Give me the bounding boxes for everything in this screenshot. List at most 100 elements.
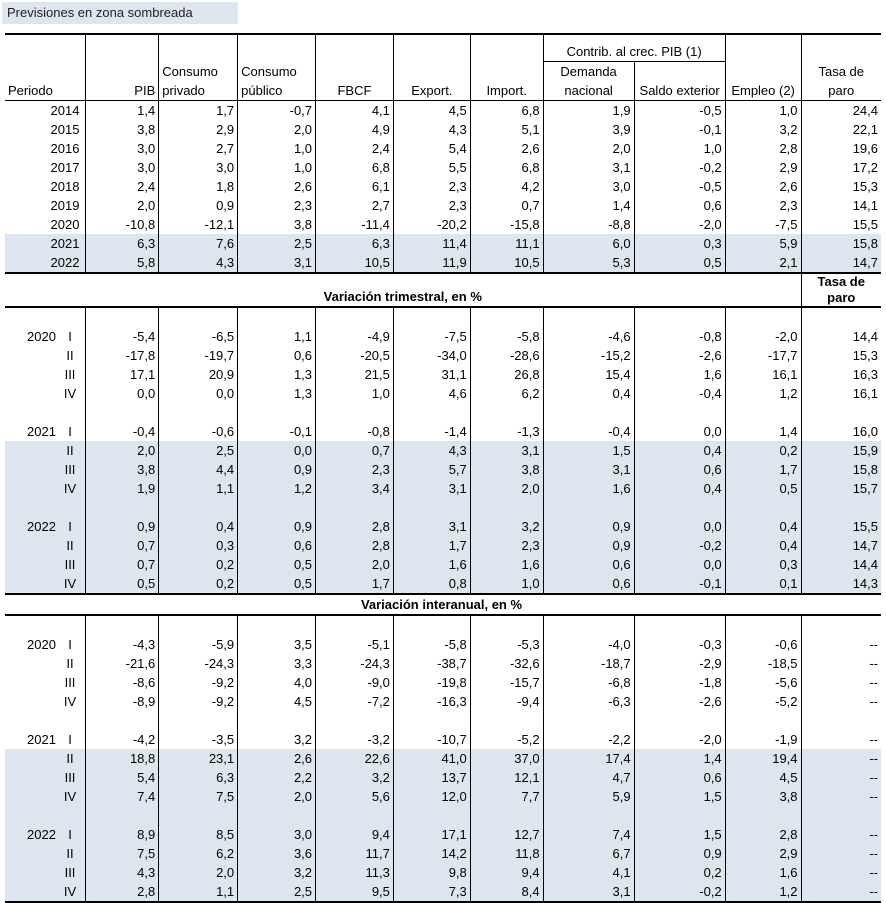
quarter-label: II bbox=[5, 749, 87, 768]
cell-annual-6: 0,7 bbox=[470, 196, 544, 215]
cell-quarterly-7: 0,9 bbox=[543, 517, 635, 536]
cell-interanual-9: 2,8 bbox=[725, 825, 802, 844]
spacer-cell bbox=[237, 307, 317, 327]
cell-quarterly-3: 0,9 bbox=[237, 517, 317, 536]
cell-interanual-9: 3,8 bbox=[725, 787, 802, 806]
quarter-numeral: IV bbox=[63, 481, 77, 496]
cell-quarterly-9: 1,7 bbox=[725, 460, 802, 479]
cell-quarterly-5: 3,1 bbox=[393, 517, 471, 536]
col-export: Export. bbox=[393, 33, 471, 101]
quarterly-row: II 0,7 0,3 0,6 2,8 1,7 2,3 0,9 -0,2 0,4 14,7 bbox=[5, 536, 881, 555]
quarterly-row: IV 0,0 0,0 1,3 1,0 4,6 6,2 0,4 -0,4 1,2 16,1 bbox=[5, 384, 881, 403]
cell-interanual-4: 5,6 bbox=[315, 787, 394, 806]
quarter-numeral: III bbox=[64, 367, 76, 382]
cell-quarterly-9: -2,0 bbox=[725, 327, 802, 346]
cell-quarterly-10: 15,7 bbox=[801, 479, 881, 498]
cell-interanual-5: -38,7 bbox=[393, 654, 471, 673]
interanual-row: IV 7,4 7,5 2,0 5,6 12,0 7,7 5,9 1,5 3,8 -- bbox=[5, 787, 881, 806]
cell-interanual-4: 9,5 bbox=[315, 882, 394, 903]
cell-quarterly-6: 1,6 bbox=[470, 555, 544, 574]
cell-quarterly-5: 0,8 bbox=[393, 574, 471, 595]
cell-interanual-1: 7,5 bbox=[85, 844, 160, 863]
cell-annual-2: -12,1 bbox=[158, 215, 239, 234]
cell-interanual-10: -- bbox=[801, 882, 881, 903]
spacer-cell bbox=[543, 615, 635, 635]
cell-interanual-3: 4,5 bbox=[237, 692, 317, 711]
spacer-cell bbox=[801, 711, 881, 730]
quarter-label: III bbox=[5, 555, 87, 574]
cell-annual-3: 3,8 bbox=[237, 215, 317, 234]
cell-quarterly-8: 0,0 bbox=[634, 422, 726, 441]
cell-quarterly-1: -0,4 bbox=[85, 422, 160, 441]
cell-annual-6: 6,8 bbox=[470, 100, 544, 120]
quarter-numeral: II bbox=[66, 751, 74, 766]
cell-interanual-4: -24,3 bbox=[315, 654, 394, 673]
col-import: Import. bbox=[470, 33, 544, 101]
cell-interanual-7: 4,1 bbox=[543, 863, 635, 882]
cell-interanual-9: -5,2 bbox=[725, 692, 802, 711]
cell-annual-8: -0,1 bbox=[634, 120, 726, 139]
cell-annual-7: 3,0 bbox=[543, 177, 635, 196]
spacer-cell bbox=[634, 615, 726, 635]
year-label: 2022 bbox=[27, 519, 56, 534]
cell-quarterly-6: 3,8 bbox=[470, 460, 544, 479]
cell-interanual-4: -5,1 bbox=[315, 635, 394, 654]
cell-quarterly-2: -19,7 bbox=[158, 346, 239, 365]
cell-annual-3: 2,0 bbox=[237, 120, 317, 139]
spacer-cell bbox=[543, 806, 635, 825]
cell-annual-2: 2,7 bbox=[158, 139, 239, 158]
col-fbcf: FBCF bbox=[315, 33, 394, 101]
spacer-cell bbox=[470, 615, 544, 635]
cell-interanual-3: 2,2 bbox=[237, 768, 317, 787]
cell-annual-9: 1,0 bbox=[725, 100, 802, 120]
cell-interanual-2: 6,2 bbox=[158, 844, 239, 863]
spacer-cell bbox=[315, 806, 394, 825]
cell-interanual-1: 4,3 bbox=[85, 863, 160, 882]
cell-interanual-8: -2,0 bbox=[634, 730, 726, 749]
cell-interanual-3: 2,5 bbox=[237, 882, 317, 903]
cell-quarterly-8: 1,6 bbox=[634, 365, 726, 384]
period-label: 2020 bbox=[5, 215, 87, 234]
cell-annual-5: 11,9 bbox=[393, 253, 471, 274]
cell-interanual-1: 5,4 bbox=[85, 768, 160, 787]
interanual-row: III -8,6 -9,2 4,0 -9,0 -19,8 -15,7 -6,8 -1,8 -5,6… bbox=[5, 673, 881, 692]
spacer-cell bbox=[543, 711, 635, 730]
quarter-numeral: IV bbox=[63, 576, 77, 591]
quarter-label: 2021 I bbox=[5, 422, 87, 441]
cell-annual-7: 2,0 bbox=[543, 139, 635, 158]
year-label: 2020 bbox=[27, 329, 56, 344]
cell-quarterly-1: 0,0 bbox=[85, 384, 160, 403]
spacer-cell bbox=[315, 307, 394, 327]
spacer-cell bbox=[5, 806, 87, 825]
cell-annual-10: 14,1 bbox=[852, 198, 878, 213]
cell-interanual-4: 9,4 bbox=[315, 825, 394, 844]
cell-interanual-3: 2,0 bbox=[237, 787, 317, 806]
spacer-cell bbox=[5, 615, 87, 635]
cell-annual-1: 3,0 bbox=[85, 158, 160, 177]
spacer-cell bbox=[725, 806, 802, 825]
quarter-numeral: II bbox=[66, 656, 74, 671]
cell-annual-8: -0,5 bbox=[634, 100, 726, 120]
cell-annual-10: 14,7 bbox=[801, 253, 881, 274]
cell-interanual-7: 3,1 bbox=[543, 882, 635, 903]
spacer-cell bbox=[725, 711, 802, 730]
cell-quarterly-9: 0,3 bbox=[725, 555, 802, 574]
cell-quarterly-7: 1,6 bbox=[543, 479, 635, 498]
cell-interanual-6: -5,3 bbox=[470, 635, 544, 654]
interanual-row: III 4,3 2,0 3,2 11,3 9,8 9,4 4,1 0,2 1,6 -- bbox=[5, 863, 881, 882]
cell-quarterly-3: 0,6 bbox=[237, 536, 317, 555]
cell-quarterly-9: 16,1 bbox=[725, 365, 802, 384]
cell-annual-3: 2,3 bbox=[237, 196, 317, 215]
spacer-cell bbox=[470, 711, 544, 730]
cell-interanual-8: 1,5 bbox=[634, 825, 726, 844]
quarterly-row: 2020 I -5,4 -6,5 1,1 -4,9 -7,5 -5,8 -4,6 -0,8 -2,0… bbox=[5, 327, 881, 346]
cell-quarterly-2: 2,5 bbox=[158, 441, 239, 460]
cell-interanual-1: -8,9 bbox=[85, 692, 160, 711]
cell-interanual-9: -1,9 bbox=[725, 730, 802, 749]
cell-quarterly-7: -4,6 bbox=[543, 327, 635, 346]
cell-annual-8: 1,0 bbox=[634, 139, 726, 158]
cell-annual-7: 6,0 bbox=[543, 234, 635, 253]
spacer-cell bbox=[158, 711, 239, 730]
cell-interanual-3: 3,2 bbox=[237, 863, 317, 882]
cell-quarterly-9: 0,1 bbox=[725, 574, 802, 595]
